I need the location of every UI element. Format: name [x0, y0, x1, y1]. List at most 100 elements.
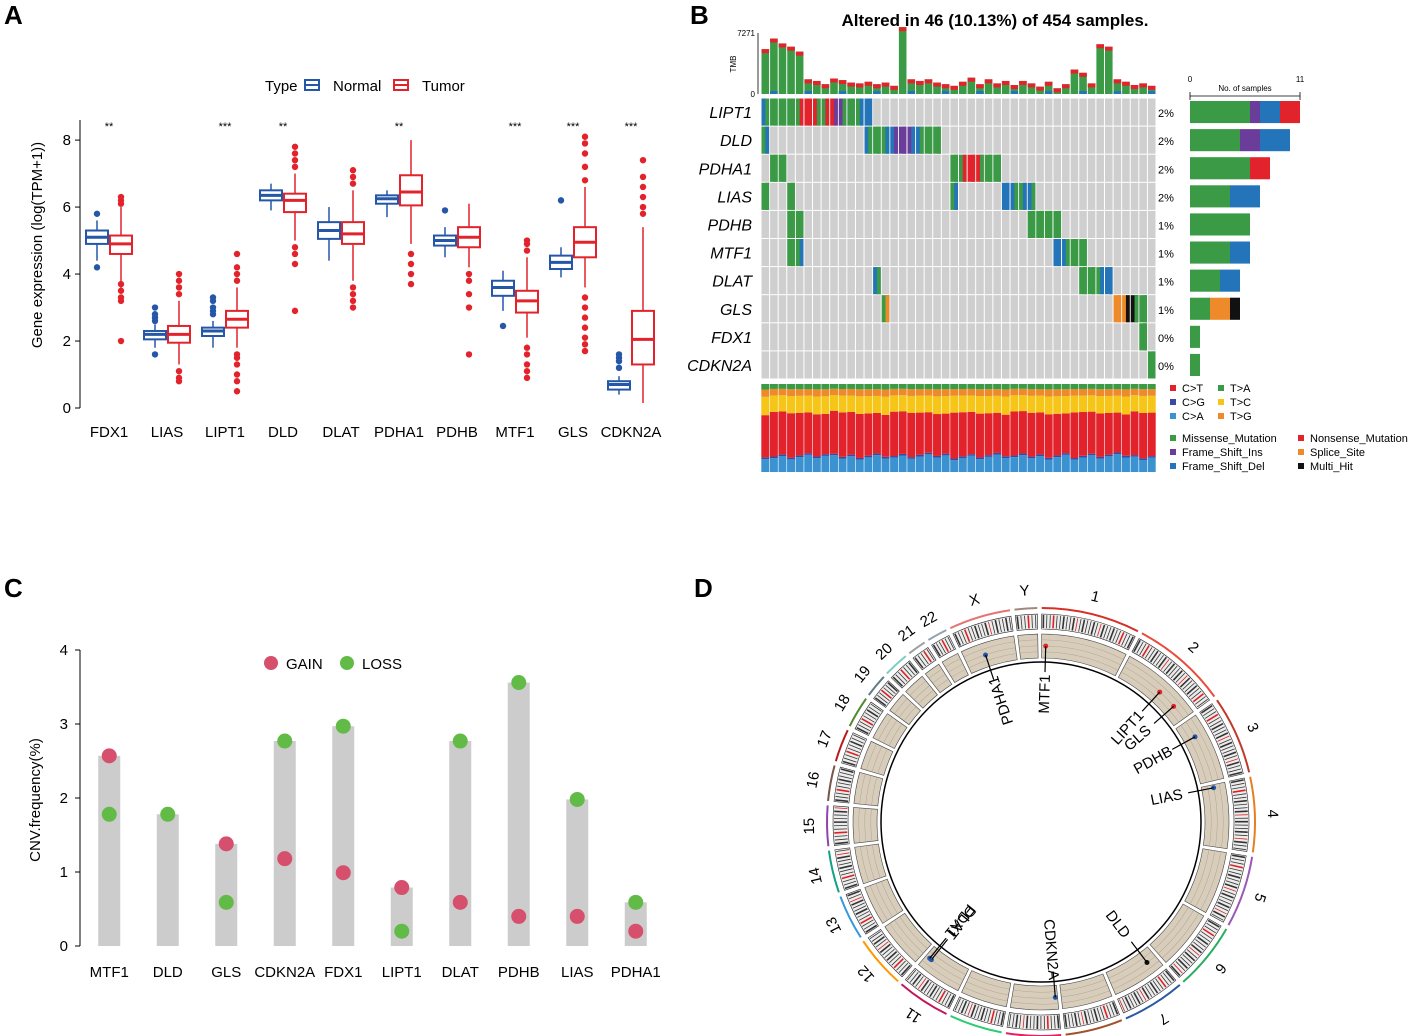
b-titv-TtoC — [975, 396, 984, 414]
b-titv-CtoA — [915, 456, 924, 472]
b-titv-TtoG — [864, 389, 873, 397]
d-chrom-band — [1170, 965, 1181, 977]
d-chrom-label: 16 — [803, 770, 823, 790]
a-outlier-tumor — [581, 304, 589, 311]
d-chrom-band — [1015, 1014, 1019, 1028]
b-titv-TtoG — [1087, 388, 1096, 396]
b-gene-percent: 2% — [1158, 192, 1174, 204]
b-titv-CtoG — [1096, 456, 1105, 459]
b-cell-empty — [1001, 126, 1010, 154]
c-xtick-label: PDHA1 — [611, 964, 661, 981]
b-cell-empty — [830, 154, 838, 182]
a-legend-title: Type — [265, 78, 298, 95]
b-titv-CtoA — [855, 459, 864, 472]
b-cell-empty — [1104, 295, 1113, 323]
b-tmb-bar — [761, 49, 770, 94]
b-cell-nonsense — [813, 98, 821, 126]
d-chrom-band — [1050, 1015, 1053, 1029]
b-cell-empty — [950, 126, 958, 154]
d-chrom-band — [1223, 886, 1237, 892]
d-gene-label: DLD — [1102, 907, 1134, 941]
b-titv-CtoG — [924, 452, 933, 455]
b-cell-empty — [898, 98, 907, 126]
b-cell-empty — [1019, 267, 1027, 295]
d-chrom-band — [1080, 619, 1086, 633]
d-chrom-band — [897, 671, 908, 682]
b-cell-empty — [838, 182, 847, 210]
d-chrom-band — [1222, 889, 1235, 896]
panel-label-b: B — [690, 0, 709, 30]
b-gene-percent: 2% — [1158, 164, 1174, 176]
b-cell-empty — [770, 126, 778, 154]
b-tmb-bar — [950, 85, 958, 94]
b-gene-label: CDKN2A — [687, 358, 752, 375]
b-titv-TtoC — [984, 396, 993, 414]
b-titv-CtoT — [958, 412, 967, 457]
a-outlier-tumor — [523, 351, 531, 358]
d-chrom-band — [835, 799, 849, 803]
c-xtick-label: DLAT — [442, 964, 479, 981]
d-chrom-band — [1224, 883, 1238, 889]
b-side-bar-missense — [1190, 213, 1250, 236]
b-cell-empty — [1113, 267, 1122, 295]
b-tmb-bar-top — [1079, 72, 1087, 77]
b-cell-empty — [1062, 98, 1070, 126]
b-tmb-bar-top — [1147, 85, 1156, 90]
d-track-gridline — [871, 777, 878, 806]
b-titv-TtoG — [881, 389, 890, 397]
d-chrom-band — [857, 911, 870, 918]
b-titv-CtoG — [1079, 455, 1088, 458]
b-tmb-bar — [847, 82, 855, 94]
b-titv-CtoA — [838, 458, 847, 472]
c-xtick-label: CDKN2A — [254, 964, 315, 981]
b-cell-empty — [959, 210, 967, 238]
b-titv-CtoA — [812, 458, 821, 472]
b-cell-empty — [847, 126, 855, 154]
b-cell-half — [1065, 239, 1070, 267]
b-cell-empty — [873, 182, 881, 210]
b-titv-TtoG — [1139, 389, 1148, 396]
b-cell-empty — [778, 351, 787, 379]
b-cell-empty — [976, 351, 984, 379]
a-outlier-normal — [615, 351, 623, 358]
b-cell-empty — [787, 267, 795, 295]
b-cell-empty — [1096, 295, 1104, 323]
d-chrom-band — [1083, 1010, 1089, 1024]
a-outlier-tumor — [175, 270, 183, 278]
d-chrom-band — [974, 1005, 979, 1019]
d-chrom-label: 14 — [806, 866, 826, 886]
d-chrom-band — [941, 639, 949, 652]
b-titv-CtoG — [769, 456, 778, 459]
d-chrom-band — [1221, 745, 1234, 751]
c-bar — [156, 814, 179, 946]
d-chrom-band — [837, 782, 851, 786]
b-cell-empty — [821, 351, 830, 379]
b-titv-TtoG — [1044, 389, 1053, 397]
b-cell-empty — [1113, 210, 1122, 238]
d-chrom-band — [981, 623, 986, 637]
a-outlier-tumor — [349, 167, 357, 174]
b-cell-empty — [795, 126, 804, 154]
b-cell-empty — [1010, 323, 1019, 351]
b-titv-TtoG — [829, 388, 838, 396]
a-outlier-tumor — [349, 304, 357, 311]
b-variant-legend-swatch — [1170, 435, 1176, 441]
b-cell-half — [1083, 267, 1087, 295]
b-cell-empty — [830, 267, 838, 295]
d-chrom-band — [880, 689, 892, 700]
d-chrom-band — [1004, 617, 1009, 631]
b-titv-CtoA — [1044, 459, 1053, 472]
b-cell-half — [765, 98, 770, 126]
b-cell-empty — [1139, 210, 1147, 238]
a-outlier-tumor — [581, 150, 589, 157]
a-outlier-tumor — [349, 180, 357, 187]
b-titv-TtoA — [924, 384, 933, 389]
d-chrom-band — [1099, 1006, 1105, 1020]
b-cell-half — [1014, 182, 1019, 210]
d-chrom-label: 17 — [814, 728, 836, 750]
b-tmb-bar-top — [1122, 81, 1130, 86]
b-cell-empty — [864, 154, 873, 182]
b-tmb-bar-top — [1036, 86, 1044, 91]
b-cell-empty — [813, 182, 821, 210]
b-cell-empty — [830, 351, 838, 379]
